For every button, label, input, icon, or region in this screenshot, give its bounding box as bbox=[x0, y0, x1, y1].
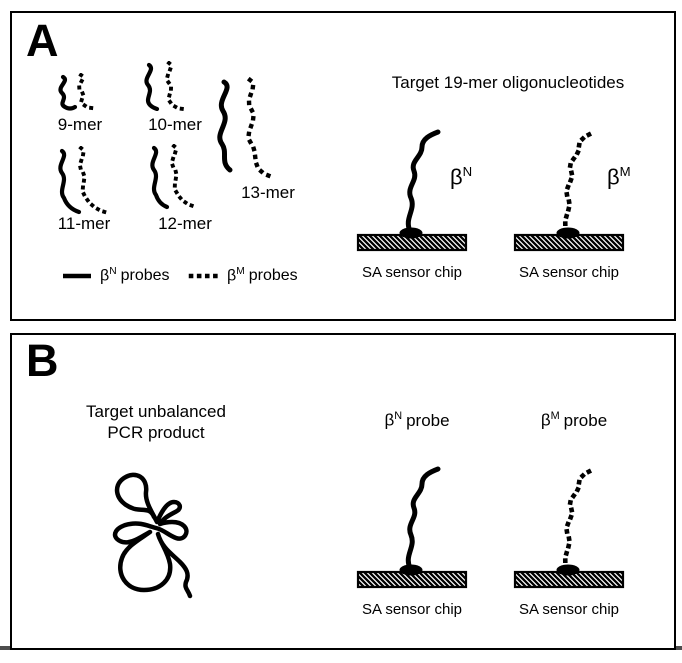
legend-solid: βN probes bbox=[61, 266, 170, 285]
panel-a-title: Target 19-mer oligonucleotides bbox=[391, 73, 625, 92]
dotted-line-icon bbox=[188, 273, 220, 278]
panel-b-box bbox=[10, 333, 676, 650]
probe-pair-9mer-icon bbox=[55, 73, 103, 115]
mer-label-9: 9-mer bbox=[57, 115, 103, 134]
sa-sensor-chip-caption: SA sensor chip bbox=[518, 264, 620, 281]
sensor-chip-unit-bn-b: SA sensor chip bbox=[352, 465, 482, 623]
sensor-chip-solid-icon bbox=[356, 128, 468, 252]
panel-b-title-line1: Target unbalanced bbox=[86, 402, 226, 421]
sensor-chip-dotted-icon bbox=[513, 465, 625, 589]
panel-b-title: Target unbalanced PCR product bbox=[76, 401, 236, 443]
panel-a-box bbox=[10, 11, 676, 321]
sensor-chip-unit-bm: βM SA sensor chip bbox=[509, 128, 639, 286]
legend-dotted: βM probes bbox=[188, 266, 298, 285]
probe-pair-12mer-icon bbox=[145, 144, 197, 214]
bn-probe-label: βN probe bbox=[384, 410, 450, 430]
pcr-product-tangle-icon bbox=[102, 462, 202, 602]
panel-b-title-line2: PCR product bbox=[107, 423, 205, 442]
probe-pair-13mer-icon bbox=[210, 76, 302, 182]
probe-pair-10mer-icon bbox=[139, 61, 191, 111]
solid-line-icon bbox=[63, 273, 91, 278]
sa-sensor-chip-caption: SA sensor chip bbox=[518, 601, 620, 618]
mer-label-10: 10-mer bbox=[148, 115, 202, 134]
legend-dotted-label: βM probes bbox=[227, 266, 298, 285]
sensor-chip-unit-bn: βN SA sensor chip bbox=[352, 128, 482, 286]
bm-probe-label: βM probe bbox=[540, 410, 608, 430]
sa-sensor-chip-caption: SA sensor chip bbox=[361, 264, 463, 281]
panel-a-label: A bbox=[26, 15, 59, 66]
mer-label-11: 11-mer bbox=[57, 214, 111, 233]
sensor-chip-unit-bm-b: SA sensor chip bbox=[509, 465, 639, 623]
sensor-chip-dotted-icon bbox=[513, 128, 625, 252]
beta-m-label: βM bbox=[607, 164, 631, 190]
mer-label-13: 13-mer bbox=[241, 183, 295, 202]
mer-label-12: 12-mer bbox=[158, 214, 212, 233]
panel-b-label: B bbox=[26, 335, 59, 386]
sa-sensor-chip-caption: SA sensor chip bbox=[361, 601, 463, 618]
probe-pair-11mer-icon bbox=[55, 146, 109, 216]
beta-n-label: βN bbox=[450, 164, 473, 190]
sensor-chip-solid-icon bbox=[356, 465, 468, 589]
legend-solid-label: βN probes bbox=[100, 266, 170, 285]
